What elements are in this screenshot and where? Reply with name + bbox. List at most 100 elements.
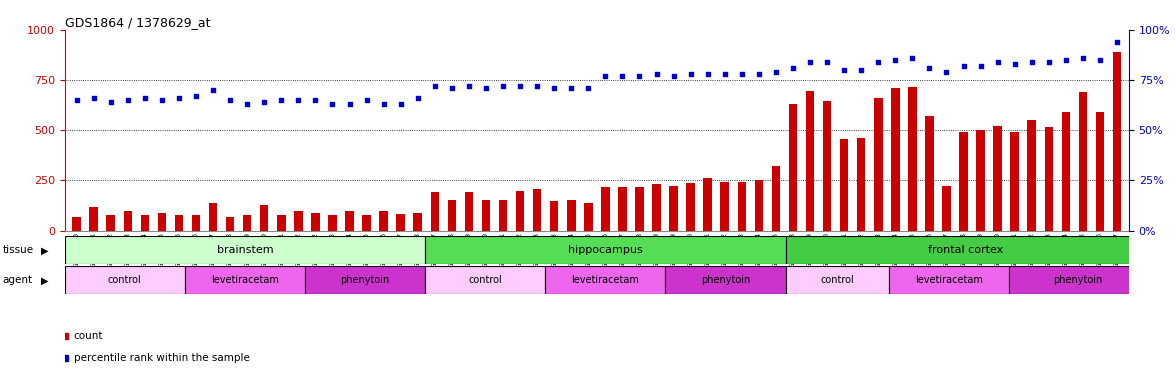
Text: hippocampus: hippocampus	[568, 245, 643, 255]
Point	[886, 57, 904, 63]
Bar	[209, 202, 218, 231]
Point	[135, 95, 154, 101]
Point	[494, 83, 513, 89]
Bar	[666, 266, 786, 294]
Point	[562, 85, 581, 91]
Point	[749, 71, 768, 77]
Point	[476, 85, 495, 91]
Bar	[278, 214, 286, 231]
Point	[460, 83, 479, 89]
Point	[1056, 57, 1075, 63]
Bar	[158, 213, 166, 231]
Point	[579, 85, 597, 91]
Point	[903, 55, 922, 61]
Point	[835, 67, 854, 73]
Bar	[721, 183, 729, 231]
Text: GDS1864 / 1378629_at: GDS1864 / 1378629_at	[65, 16, 211, 29]
Text: levetiracetam: levetiracetam	[915, 275, 983, 285]
Point	[442, 85, 461, 91]
Point	[647, 71, 666, 77]
Point	[306, 97, 325, 103]
Bar	[786, 266, 889, 294]
Bar	[499, 200, 507, 231]
Point	[119, 97, 138, 103]
Point	[937, 69, 956, 75]
Text: tissue: tissue	[2, 245, 33, 255]
Point	[596, 73, 615, 79]
Text: control: control	[108, 275, 141, 285]
Point	[681, 71, 700, 77]
Point	[971, 63, 990, 69]
Bar	[430, 192, 439, 231]
Point	[426, 83, 445, 89]
Bar	[874, 98, 882, 231]
Bar	[448, 200, 456, 231]
Text: frontal cortex: frontal cortex	[928, 245, 1003, 255]
Bar	[960, 132, 968, 231]
Point	[510, 83, 529, 89]
Bar	[533, 189, 541, 231]
Bar	[601, 188, 609, 231]
Bar	[243, 214, 252, 231]
Bar	[786, 236, 1147, 264]
Bar	[482, 200, 490, 231]
Bar	[891, 88, 900, 231]
Bar	[889, 266, 1009, 294]
Point	[817, 59, 836, 65]
Bar	[1078, 92, 1087, 231]
Text: brainstem: brainstem	[216, 245, 273, 255]
Bar	[771, 166, 780, 231]
Point	[613, 73, 632, 79]
Bar	[65, 236, 426, 264]
Point	[783, 65, 802, 71]
Point	[1005, 61, 1024, 67]
Bar	[260, 204, 268, 231]
Text: levetiracetam: levetiracetam	[211, 275, 279, 285]
Point	[392, 101, 410, 107]
Point	[408, 95, 427, 101]
Bar	[669, 186, 677, 231]
Bar	[328, 214, 336, 231]
Text: control: control	[468, 275, 502, 285]
Bar	[1028, 120, 1036, 231]
Point	[67, 97, 86, 103]
Bar	[73, 217, 81, 231]
Text: ▶: ▶	[41, 275, 48, 285]
Point	[699, 71, 717, 77]
Bar	[305, 266, 426, 294]
Point	[272, 97, 290, 103]
Text: phenytoin: phenytoin	[341, 275, 389, 285]
Bar	[414, 213, 422, 231]
Bar	[185, 266, 305, 294]
Text: ▶: ▶	[41, 245, 48, 255]
Text: agent: agent	[2, 275, 33, 285]
Bar	[806, 91, 814, 231]
Point	[715, 71, 734, 77]
Point	[101, 99, 120, 105]
Point	[544, 85, 563, 91]
Point	[1090, 57, 1109, 63]
Text: levetiracetam: levetiracetam	[572, 275, 640, 285]
Point	[203, 87, 222, 93]
Point	[869, 59, 888, 65]
Bar	[908, 87, 916, 231]
Bar	[546, 266, 666, 294]
Point	[988, 59, 1007, 65]
Point	[851, 67, 870, 73]
Bar	[1096, 112, 1104, 231]
Bar	[380, 211, 388, 231]
Point	[1074, 55, 1093, 61]
Bar	[226, 217, 234, 231]
Bar	[294, 211, 302, 231]
Bar	[426, 266, 546, 294]
Point	[221, 97, 240, 103]
Bar	[175, 214, 183, 231]
Bar	[426, 236, 786, 264]
Point	[323, 101, 342, 107]
Text: percentile rank within the sample: percentile rank within the sample	[73, 353, 249, 363]
Point	[920, 65, 938, 71]
Text: count: count	[73, 331, 103, 341]
Bar	[653, 184, 661, 231]
Bar	[976, 130, 984, 231]
Point	[255, 99, 274, 105]
